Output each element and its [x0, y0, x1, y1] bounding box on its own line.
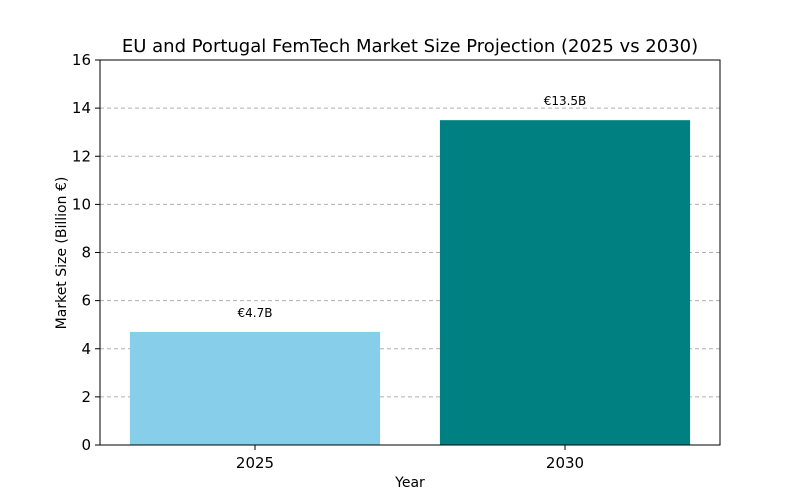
y-tick-label: 0	[81, 436, 91, 454]
bar-2025	[129, 331, 381, 445]
y-tick-label: 2	[81, 388, 91, 406]
y-tick-label: 6	[81, 292, 91, 310]
y-tick-label: 14	[72, 99, 91, 117]
y-tick-label: 16	[72, 51, 91, 69]
y-axis-label: Market Size (Billion €)	[54, 177, 70, 330]
x-axis-label: Year	[394, 475, 425, 491]
y-tick-label: 8	[81, 244, 91, 262]
x-tick-label-2030: 2030	[546, 454, 584, 472]
data-labels: €4.7B €13.5B	[238, 94, 587, 320]
bars	[129, 120, 691, 445]
chart-title: EU and Portugal FemTech Market Size Proj…	[122, 36, 698, 57]
grid-lines	[100, 107, 720, 398]
data-label-2025: €4.7B	[238, 306, 273, 320]
y-tick-label: 12	[72, 147, 91, 165]
y-tick-label: 4	[81, 340, 91, 358]
y-tick-label: 10	[72, 195, 91, 213]
x-axis-ticks: 2025 2030	[236, 445, 584, 472]
data-label-2030: €13.5B	[544, 94, 587, 108]
bar-2030	[439, 120, 691, 445]
x-tick-label-2025: 2025	[236, 454, 274, 472]
y-axis-ticks: 0 2 4 6 8 10 12 14 16	[72, 51, 100, 454]
